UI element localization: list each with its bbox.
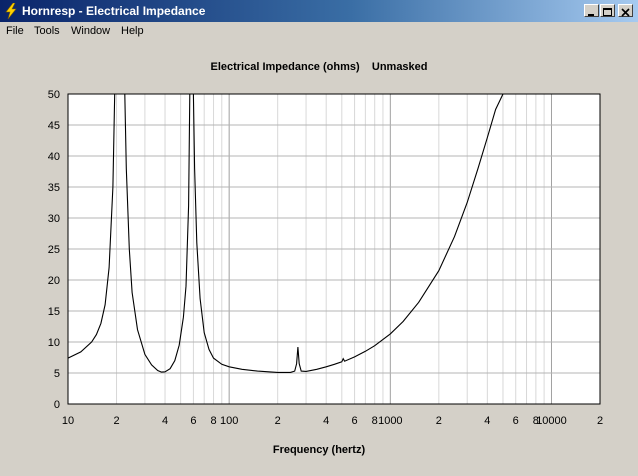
title-bar[interactable]: Hornresp - Electrical Impedance: [0, 0, 638, 22]
x-tick-label: 2: [597, 415, 603, 427]
plot-border: [67, 93, 601, 405]
y-tick-label: 0: [54, 399, 60, 411]
y-tick-label: 10: [48, 337, 60, 349]
close-icon: [621, 8, 630, 17]
x-tick-label: 4: [484, 415, 490, 427]
x-tick-label: 6: [190, 415, 196, 427]
window-title: Hornresp - Electrical Impedance: [22, 4, 206, 18]
y-tick-label: 40: [48, 151, 60, 163]
impedance-curve: [68, 94, 504, 373]
y-tick-label: 20: [48, 275, 60, 287]
chart-title: Electrical Impedance (ohms) Unmasked: [210, 61, 428, 73]
y-tick-label: 35: [48, 182, 60, 194]
y-tick-label: 30: [48, 213, 60, 225]
x-tick-label: 8: [372, 415, 378, 427]
x-axis-label: Frequency (hertz): [272, 444, 366, 456]
x-tick-label: 8: [210, 415, 216, 427]
x-tick-label: 4: [323, 415, 329, 427]
menu-file[interactable]: File: [6, 25, 24, 37]
maximize-icon: [603, 8, 612, 16]
x-tick-label: 1000: [378, 415, 402, 427]
menu-help[interactable]: Help: [121, 25, 144, 37]
menu-tools[interactable]: Tools: [34, 25, 60, 37]
minimize-icon: [588, 14, 594, 16]
x-tick-label: 2: [436, 415, 442, 427]
minimize-button[interactable]: [584, 4, 599, 17]
maximize-button[interactable]: [600, 4, 615, 17]
menu-bar: File Tools Window Help: [0, 22, 638, 41]
y-tick-label: 25: [48, 244, 60, 256]
x-tick-label: 8: [533, 415, 539, 427]
y-tick-label: 5: [54, 368, 60, 380]
x-tick-label: 4: [162, 415, 168, 427]
menu-window[interactable]: Window: [71, 25, 111, 37]
y-tick-label: 45: [48, 120, 60, 132]
close-button[interactable]: [618, 4, 633, 17]
lightning-icon: [5, 3, 17, 19]
x-tick-label: 10000: [536, 415, 567, 427]
x-tick-label: 6: [352, 415, 358, 427]
y-tick-label: 50: [48, 89, 60, 101]
x-tick-label: 6: [513, 415, 519, 427]
y-tick-label: 15: [48, 306, 60, 318]
x-tick-label: 10: [62, 415, 74, 427]
x-tick-label: 100: [220, 415, 238, 427]
x-tick-label: 2: [275, 415, 281, 427]
x-tick-label: 2: [113, 415, 119, 427]
